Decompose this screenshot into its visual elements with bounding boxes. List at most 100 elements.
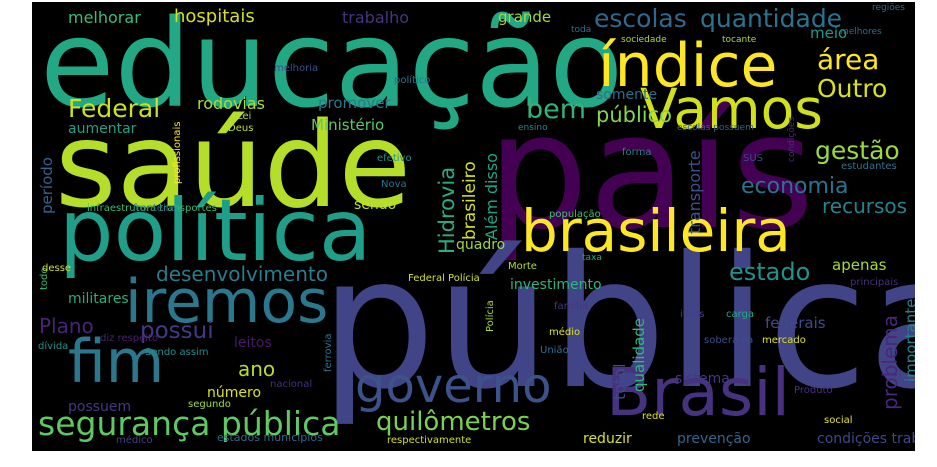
word-brasileira: brasileira: [521, 197, 791, 265]
word-hospitais: período: [38, 157, 56, 214]
word-fronteira: Polícia: [485, 300, 496, 332]
word-condicoes-trabalho: profissionais: [172, 121, 183, 184]
word-sus: fronteira: [133, 203, 176, 214]
word-bem: bem: [526, 94, 587, 125]
word-medio: soberania: [704, 335, 754, 346]
word-publico: público: [596, 103, 673, 127]
word-respectivamente: respectivamente: [387, 435, 472, 446]
word-morte: itens: [680, 309, 705, 320]
word-medico: médico: [116, 435, 153, 446]
word-investimento: possuem: [68, 399, 132, 415]
word-federais: Ministério: [311, 116, 385, 134]
word-melhorar: aumentar: [68, 121, 137, 137]
word-desenvolvimento: desenvolvimento: [156, 262, 328, 286]
word-ano: ano: [238, 357, 276, 381]
word-estados-municipios: estados municípios: [217, 431, 323, 444]
word-somente: militares: [68, 291, 129, 307]
word-taxa: Federal Polícia: [408, 273, 480, 284]
word-sendo: número: [207, 385, 262, 401]
word-grande: quadro: [456, 237, 506, 253]
word-toda: toda: [571, 25, 592, 35]
word-alem-disso: Além disso: [482, 153, 501, 240]
word-reduzir: Lei: [237, 111, 252, 122]
word-itens: família: [554, 301, 588, 312]
word-outro: Outro: [817, 74, 888, 103]
word-possuem: político: [394, 75, 431, 86]
word-melhores: melhores: [840, 27, 882, 37]
word-ministerio: qualidade: [630, 317, 648, 392]
word-populacao: Morte: [508, 261, 537, 272]
word-tocante: tocante: [722, 35, 757, 45]
word-iremos: iremos: [125, 267, 329, 337]
word-governo: governo: [355, 358, 552, 414]
word-educacao: educação: [40, 2, 624, 135]
word-importante: importante: [902, 298, 915, 382]
word-lei: Nova: [381, 179, 407, 190]
word-quadro: leitos: [234, 335, 272, 351]
word-infraestrutura-transportes: taxa: [582, 253, 602, 263]
word-gestao: gestão: [815, 136, 900, 165]
word-seguranca-publica: segurança pública: [38, 404, 341, 443]
word-estudantes: população: [549, 209, 601, 220]
word-sociedade: sociedade: [621, 35, 667, 45]
word-problema: problema: [878, 314, 902, 410]
word-condicoes: trabalho: [342, 8, 409, 27]
word-diz-respeito: Sendo assim: [145, 347, 209, 358]
word-rodovias: investimento: [510, 277, 602, 293]
word-periodo: apenas: [832, 256, 887, 274]
word-cloud: educação país saúde pública política índ…: [32, 2, 915, 451]
word-soberania: desse: [42, 263, 72, 274]
word-brasil: Brasil: [606, 354, 790, 431]
word-leitos: condições trabalho: [817, 431, 915, 447]
word-brasileiro: brasileiro: [460, 161, 480, 240]
word-estado: estado: [729, 258, 811, 286]
word-nova: estudantes: [841, 161, 897, 172]
word-nacional: nacional: [270, 379, 313, 390]
word-produto: Produto: [794, 385, 833, 396]
word-hidrovia: Hidrovia: [435, 166, 459, 254]
word-profissionais: hospitais: [174, 6, 255, 27]
word-carga: médio: [549, 327, 581, 338]
word-qualidade: melhorar: [68, 8, 141, 27]
word-pais: país: [487, 78, 815, 265]
word-quantidade: quantidade: [700, 4, 843, 33]
word-divida: dívida: [38, 341, 69, 352]
word-sistema: reduzir: [583, 431, 632, 447]
word-plano: Plano: [39, 314, 94, 338]
word-total: federais: [765, 314, 826, 332]
word-efetivo: condições: [787, 116, 797, 162]
word-politico: efetivo: [377, 153, 412, 164]
word-ensino: SUS: [743, 153, 764, 164]
word-meio: sendo: [354, 197, 397, 213]
word-mercado: mercado: [762, 335, 806, 346]
word-segundo: segundo: [188, 399, 231, 410]
word-social: social: [824, 415, 853, 426]
word-melhoria: ensino: [518, 123, 548, 133]
word-federal: Federal: [68, 94, 161, 123]
word-ferrovia: rodovias: [197, 94, 266, 113]
word-indice: índice: [598, 31, 778, 101]
word-uniao: União: [540, 345, 569, 356]
word-trabalho: somente: [596, 87, 658, 103]
word-aumentar: sistema: [675, 371, 730, 387]
word-vamos: Vamos: [640, 77, 823, 141]
word-area: área: [817, 43, 880, 76]
word-possui: possui: [140, 318, 214, 344]
word-fim: fim: [68, 327, 165, 397]
word-todo: meio: [810, 24, 848, 42]
word-publica: pública: [320, 217, 915, 429]
word-rede: rede: [642, 411, 665, 422]
word-familia: principais: [850, 277, 899, 288]
word-militares: prevenção: [677, 431, 751, 447]
word-transporte: transporte: [685, 150, 704, 234]
word-prevencao: Deus: [228, 123, 254, 134]
word-apenas: promover: [318, 94, 391, 112]
word-recursos: recursos: [822, 194, 908, 218]
word-politica: política: [59, 181, 372, 281]
word-numero: melhoria: [274, 63, 319, 74]
word-sendo-assim: ferrovia: [323, 333, 334, 372]
word-regioes: regiões: [872, 3, 905, 13]
word-economia: economia: [741, 174, 849, 199]
word-federal-policia: carga: [726, 309, 755, 320]
word-deus: forma: [622, 147, 652, 158]
